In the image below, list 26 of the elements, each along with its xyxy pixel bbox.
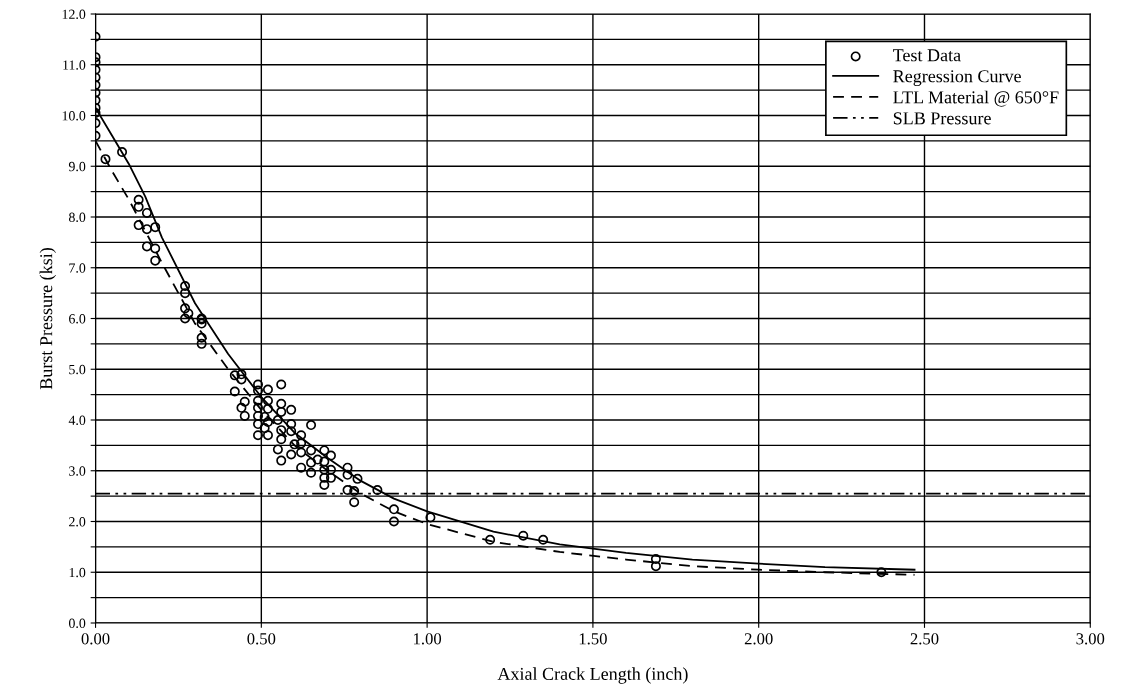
y-tick-label: 6.0 [69,314,86,324]
y-tick-label: 4.0 [68,415,86,426]
x-axis-title: Axial Crack Length (inch) [497,667,688,684]
y-tick-label: 8.0 [68,212,86,223]
y-axis-title: Burst Pressure (ksi) [39,248,56,390]
legend-label: LTL Material @ 650°F [893,90,1059,107]
legend-label: Regression Curve [893,70,1021,87]
x-tick-label: 0.50 [247,633,276,645]
y-tick-label: 10.0 [62,111,86,121]
x-tick-label: 2.00 [744,633,773,645]
x-tick-label: 1.50 [579,633,607,645]
legend-label: SLB Pressure [893,112,991,125]
y-tick-label: 9.0 [68,161,86,172]
y-tick-label: 12.0 [62,9,86,20]
x-tick-label: 0.00 [81,633,110,645]
y-tick-label: 3.0 [69,466,86,476]
x-tick-label: 2.50 [910,633,939,645]
y-tick-label: 11.0 [63,60,86,70]
y-tick-label: 7.0 [69,263,86,273]
y-tick-label: 2.0 [69,517,86,527]
y-tick-label: 1.0 [69,567,86,578]
y-tick-label: 5.0 [69,364,86,375]
legend-label: Test Data [893,49,961,62]
x-tick-label: 1.00 [414,633,442,645]
x-tick-label: 3.00 [1076,633,1105,645]
y-tick-label: 0.0 [68,618,86,629]
